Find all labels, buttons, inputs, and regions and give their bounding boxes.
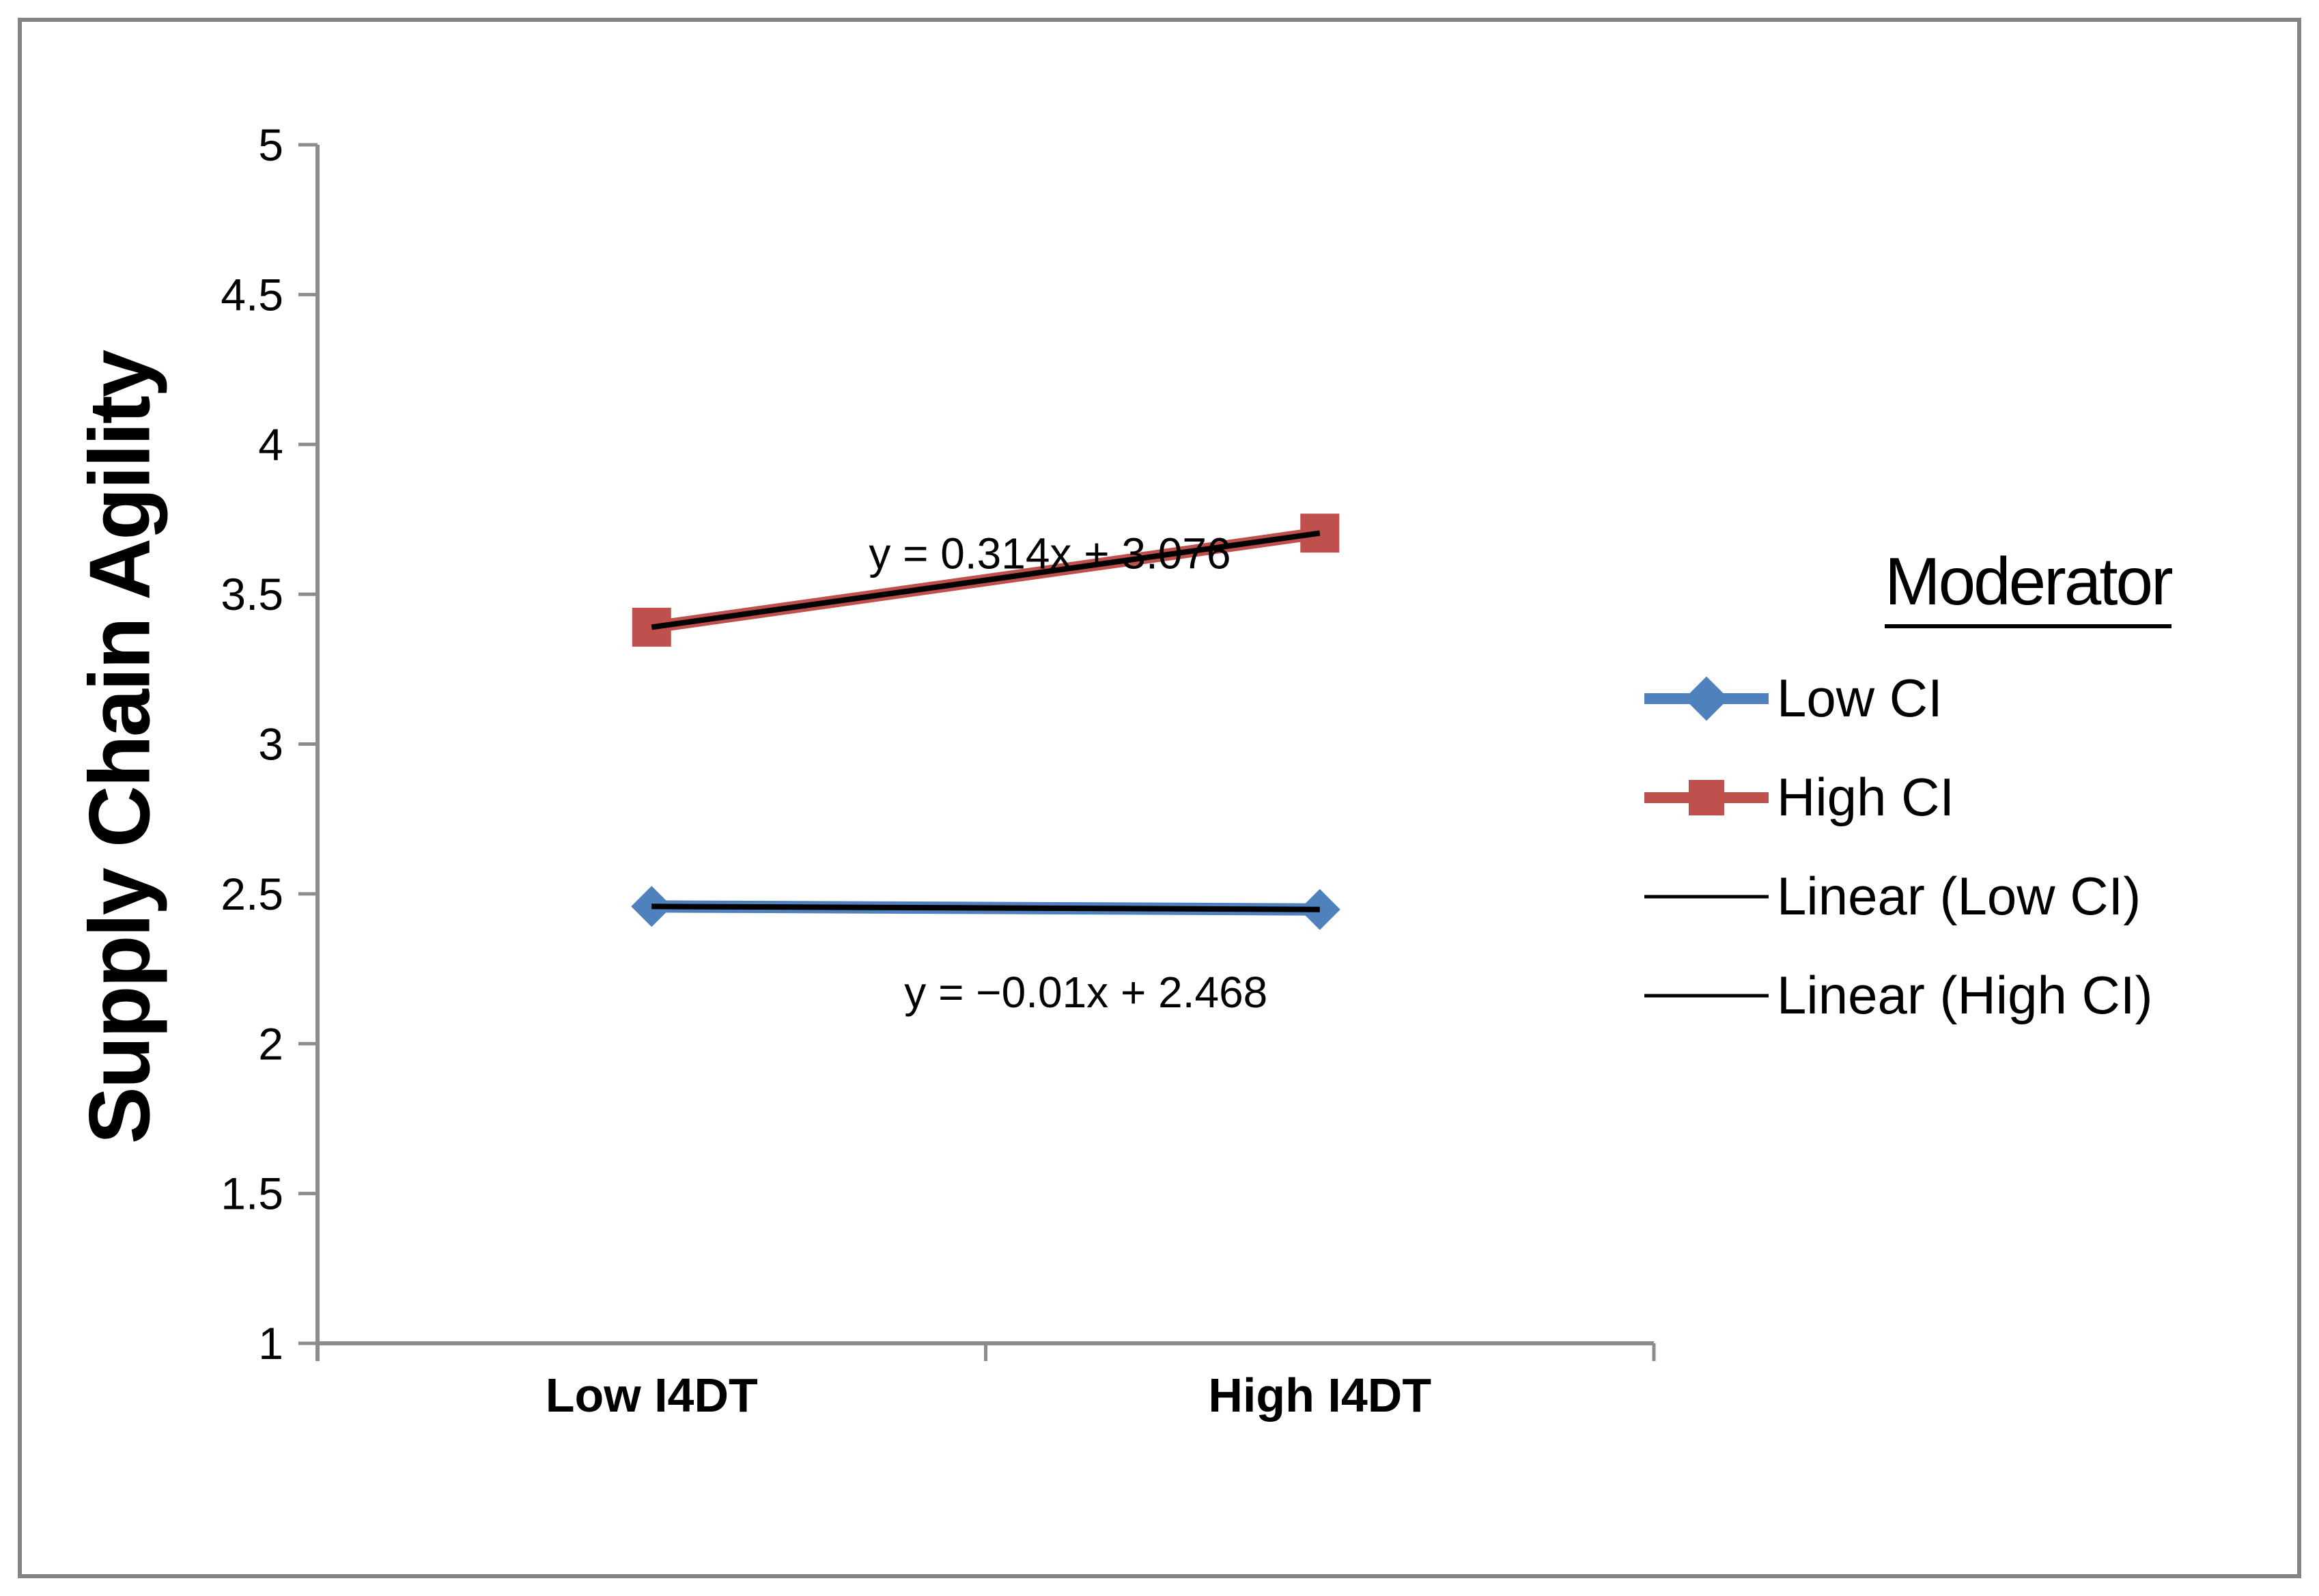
y-tick-label: 3	[258, 719, 283, 770]
legend-item-label: Linear (Low CI)	[1777, 866, 2141, 926]
square-marker-icon	[1689, 779, 1724, 815]
legend-title: Moderator	[1885, 543, 2174, 628]
legend: Moderator Low CI High CI Linear (Low CI) Li…	[1644, 543, 2174, 1045]
legend-item-high-ci: High CI	[1644, 748, 2172, 847]
chart-border	[18, 18, 2301, 1578]
y-tick-label: 1.5	[221, 1168, 283, 1219]
legend-swatch-line-diamond	[1644, 668, 1769, 729]
legend-item-low-ci: Low CI	[1644, 649, 2172, 748]
trendline-high-ci	[651, 530, 1321, 630]
legend-item-label: High CI	[1777, 767, 1955, 827]
legend-line	[1644, 994, 1769, 997]
x-category-label-high-i4dt: High I4DT	[1208, 1369, 1431, 1422]
y-tick-label: 5	[258, 120, 283, 170]
legend-item-linear-high-ci: Linear (High CI)	[1644, 946, 2172, 1045]
legend-swatch-line-thin	[1644, 866, 1769, 927]
legend-swatch-line-thin	[1644, 965, 1769, 1026]
legend-items: Low CI High CI Linear (Low CI) Linear (High…	[1644, 649, 2172, 1045]
legend-line	[1644, 895, 1769, 898]
equation-label-0: y = 0.314x + 3.076	[869, 529, 1231, 578]
legend-item-linear-low-ci: Linear (Low CI)	[1644, 847, 2172, 946]
legend-swatch-line-square	[1644, 767, 1769, 828]
y-tick-label: 4	[258, 419, 283, 470]
equation-label-1: y = −0.01x + 2.468	[904, 968, 1267, 1017]
y-tick-label: 1	[258, 1318, 283, 1369]
legend-item-label: Low CI	[1777, 668, 1943, 728]
trendline-low-ci	[651, 904, 1320, 912]
y-tick-label: 4.5	[221, 269, 283, 320]
diamond-marker-icon	[1684, 675, 1729, 721]
legend-item-label: Linear (High CI)	[1777, 965, 2153, 1025]
y-axis-title: Supply Chain Agility	[71, 351, 168, 1145]
x-category-label-low-i4dt: Low I4DT	[546, 1369, 758, 1422]
y-tick-label: 2.5	[221, 869, 283, 919]
y-tick-label: 2	[258, 1018, 283, 1069]
y-tick-label: 3.5	[221, 569, 283, 619]
